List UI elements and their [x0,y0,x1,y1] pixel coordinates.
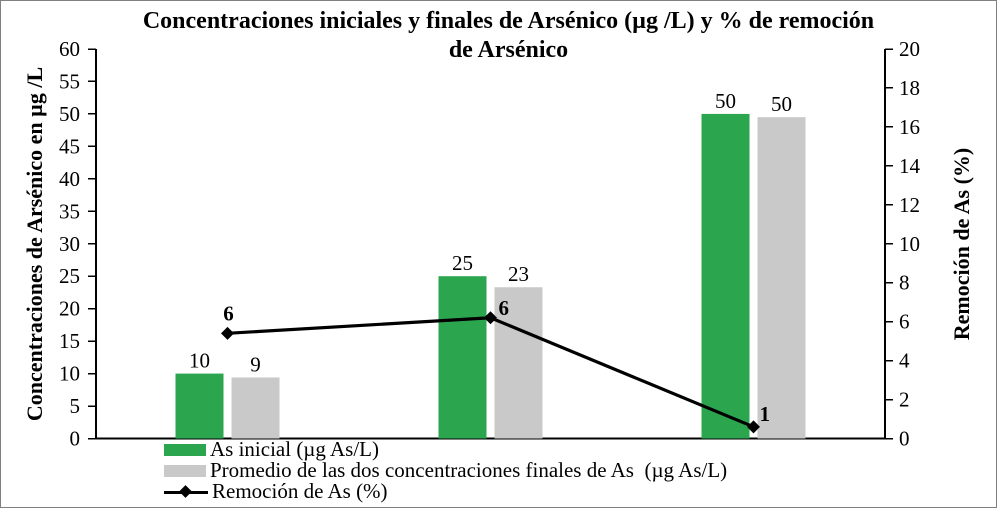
diamond-marker-icon [221,326,234,340]
legend-item-as-inicial: As inicial (µg As/L) [164,437,727,461]
bar-value-label: 23 [508,262,529,286]
initial-as-bar [175,373,224,439]
removal-line [227,316,755,429]
bar-value-label: 9 [250,352,261,376]
right-axis-tick-label: 12 [899,193,920,217]
left-axis-tick-label: 10 [59,362,80,386]
legend-label: Promedio de las dos concentraciones fina… [210,458,728,482]
right-axis-tick-label: 6 [899,310,910,334]
right-axis-tick-label: 4 [899,349,910,373]
line-value-label: 1 [760,402,771,426]
line-value-label: 6 [499,296,510,320]
bars: 10 25 50 9 23 50 [175,89,806,439]
left-axis-tick-label: 30 [59,232,80,256]
line-diamond-swatch-icon [164,484,208,499]
chart-title-line1: Concentraciones iniciales y finales de A… [142,8,875,34]
left-axis-tick-label: 35 [59,199,80,223]
left-axis-tick-label: 55 [59,69,80,93]
gray-bar-swatch-icon [164,464,206,477]
legend-item-promedio-finales: Promedio de las dos concentraciones fina… [164,458,728,482]
initial-as-bar [701,113,750,439]
left-axis-tick-label: 25 [59,264,80,288]
left-axis-tick-label: 50 [59,102,80,126]
final-as-bar [494,287,543,439]
bar-value-label: 10 [189,349,210,373]
left-axis-tick-label: 5 [70,394,81,418]
legend-label: Remoción de As (%) [212,479,388,503]
right-axis-tick-label: 14 [899,154,921,178]
left-axis-tick-label: 15 [59,329,80,353]
final-as-bar [757,117,806,439]
bar-value-label: 50 [771,92,792,116]
removal-line-series: 6 6 1 [221,296,770,434]
chart-title-line2: de Arsénico [448,37,569,63]
right-axis-tick-label: 8 [899,271,910,295]
axis-ticks [88,48,893,440]
legend: As inicial (µg As/L) Promedio de las dos… [164,437,728,503]
bar-value-label: 25 [452,251,473,275]
axis-tick-labels: 0510152025303540455055600246810121416182… [59,37,921,451]
left-axis-tick-label: 60 [59,37,80,61]
initial-as-bar [438,276,487,439]
left-axis-tick-label: 40 [59,167,80,191]
diamond-marker-icon [484,311,497,325]
right-axis-tick-label: 10 [899,232,920,256]
line-value-label: 6 [223,301,234,325]
right-axis-tick-label: 16 [899,115,920,139]
right-axis-tick-label: 20 [899,37,920,61]
left-axis-tick-label: 0 [70,427,81,451]
green-bar-swatch-icon [164,443,206,456]
left-axis-tick-label: 45 [59,134,80,158]
legend-label: As inicial (µg As/L) [210,437,379,461]
bar-value-label: 50 [715,89,736,113]
chart-title: Concentraciones iniciales y finales de A… [21,7,996,65]
right-axis-tick-label: 0 [899,427,910,451]
right-axis-tick-label: 18 [899,76,920,100]
final-as-bar [231,377,280,439]
left-axis-tick-label: 20 [59,297,80,321]
diamond-marker-icon [747,420,760,434]
right-axis-tick-label: 2 [899,388,910,412]
legend-item-remocion: Remoción de As (%) [164,479,727,503]
